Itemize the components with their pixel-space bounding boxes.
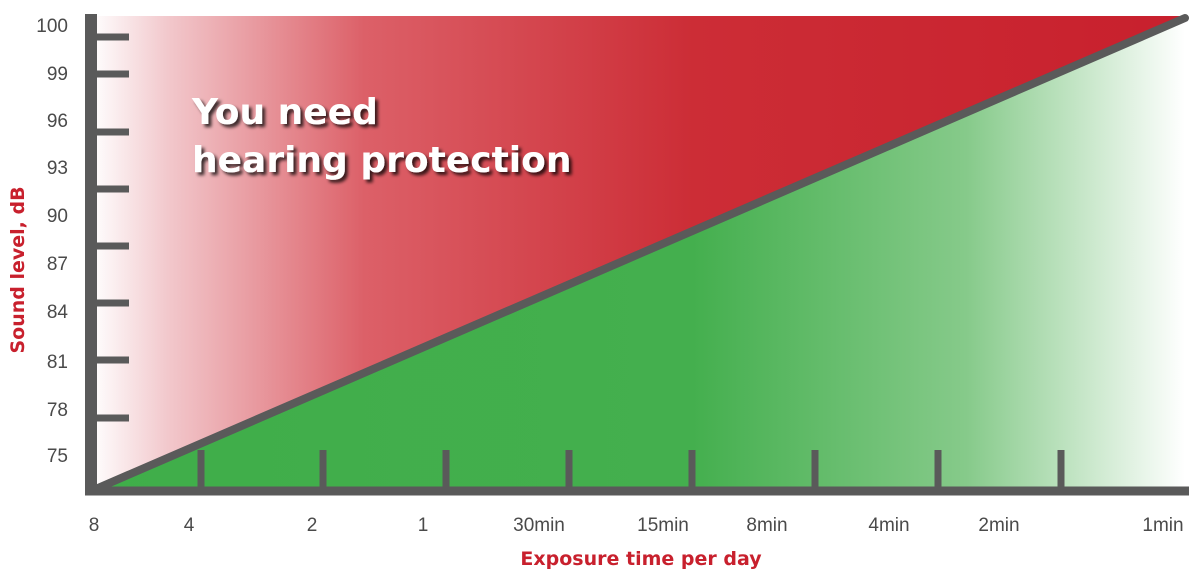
y-tick-label: 78 xyxy=(47,400,68,421)
x-tick-label: 4min xyxy=(868,515,909,536)
annotation-line-1: You need xyxy=(191,92,378,133)
y-tick-label: 81 xyxy=(47,352,68,373)
x-tick-label: 15min xyxy=(637,515,689,536)
y-tick-label: 100 xyxy=(36,16,68,37)
y-tick-label: 93 xyxy=(47,158,68,179)
x-tick-label: 8min xyxy=(746,515,787,536)
x-tick-label: 30min xyxy=(513,515,565,536)
y-tick-label: 84 xyxy=(47,302,69,323)
y-axis-tick-labels: 75 78 81 84 87 90 93 96 99 100 xyxy=(36,16,68,467)
y-axis-title: Sound level, dB xyxy=(7,186,29,353)
y-axis-ticks xyxy=(91,33,129,422)
x-tick-label: 4 xyxy=(184,515,195,536)
y-tick-label: 99 xyxy=(47,64,68,85)
x-tick-label: 8 xyxy=(89,515,100,536)
x-axis-title: Exposure time per day xyxy=(520,548,762,570)
y-tick-label: 75 xyxy=(47,446,68,467)
y-tick-label: 90 xyxy=(47,206,68,227)
x-tick-label: 1 xyxy=(418,515,429,536)
x-tick-label: 1min xyxy=(1142,515,1183,536)
exposure-limit-line xyxy=(87,14,1189,495)
y-tick-label: 96 xyxy=(47,111,68,132)
x-tick-label: 2 xyxy=(307,515,318,536)
y-tick-label: 87 xyxy=(47,254,68,275)
x-axis-ticks xyxy=(197,450,1065,491)
protection-annotation: You need hearing protection xyxy=(191,92,572,181)
x-tick-label: 2min xyxy=(978,515,1019,536)
x-axis-tick-labels: 8 4 2 1 30min 15min 8min 4min 2min 1min xyxy=(89,515,1184,536)
annotation-line-2: hearing protection xyxy=(192,140,572,181)
